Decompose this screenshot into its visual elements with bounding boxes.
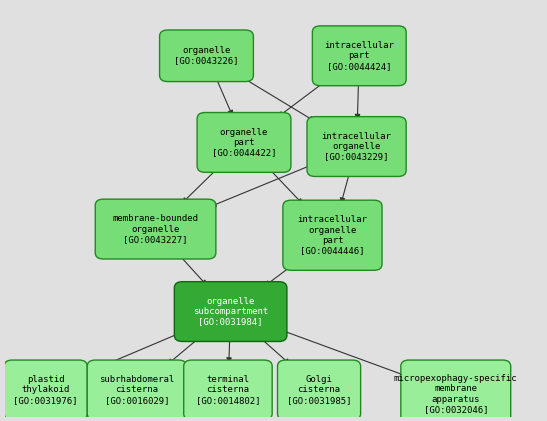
Text: Golgi
cisterna
[GO:0031985]: Golgi cisterna [GO:0031985] — [287, 375, 351, 405]
FancyBboxPatch shape — [283, 200, 382, 270]
FancyBboxPatch shape — [174, 282, 287, 341]
FancyBboxPatch shape — [87, 360, 187, 420]
Text: organelle
[GO:0043226]: organelle [GO:0043226] — [174, 46, 238, 66]
Text: intracellular
organelle
[GO:0043229]: intracellular organelle [GO:0043229] — [322, 132, 392, 161]
Text: organelle
subcompartment
[GO:0031984]: organelle subcompartment [GO:0031984] — [193, 297, 268, 326]
Text: plastid
thylakoid
[GO:0031976]: plastid thylakoid [GO:0031976] — [14, 375, 78, 405]
FancyBboxPatch shape — [4, 360, 87, 420]
FancyBboxPatch shape — [312, 26, 406, 86]
FancyBboxPatch shape — [307, 117, 406, 176]
FancyBboxPatch shape — [95, 199, 216, 259]
FancyBboxPatch shape — [401, 360, 511, 421]
Text: micropexophagy-specific
membrane
apparatus
[GO:0032046]: micropexophagy-specific membrane apparat… — [394, 374, 517, 414]
FancyBboxPatch shape — [160, 30, 253, 82]
Text: terminal
cisterna
[GO:0014802]: terminal cisterna [GO:0014802] — [196, 375, 260, 405]
FancyBboxPatch shape — [184, 360, 272, 420]
Text: intracellular
organelle
part
[GO:0044446]: intracellular organelle part [GO:0044446… — [298, 215, 368, 256]
FancyBboxPatch shape — [277, 360, 360, 420]
Text: intracellular
part
[GO:0044424]: intracellular part [GO:0044424] — [324, 41, 394, 71]
Text: membrane-bounded
organelle
[GO:0043227]: membrane-bounded organelle [GO:0043227] — [113, 214, 199, 244]
Text: subrhabdomeral
cisterna
[GO:0016029]: subrhabdomeral cisterna [GO:0016029] — [99, 375, 174, 405]
Text: organelle
part
[GO:0044422]: organelle part [GO:0044422] — [212, 128, 276, 157]
FancyBboxPatch shape — [197, 112, 291, 172]
